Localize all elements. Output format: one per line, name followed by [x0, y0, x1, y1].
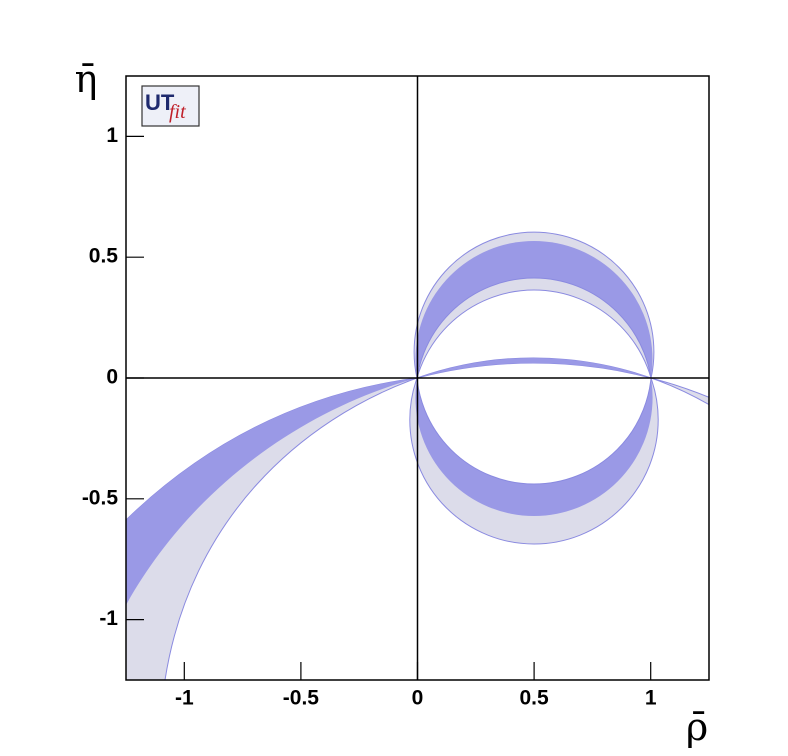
left-band-dark	[126, 378, 417, 605]
y-tick-label: -1	[99, 607, 118, 630]
logo: UT fit	[141, 85, 200, 127]
flat-band-dark	[417, 357, 651, 378]
y-tick-label: 1	[106, 124, 118, 147]
logo-sub: fit	[169, 101, 186, 123]
logo-box	[141, 85, 200, 127]
x-tick-label: 0.5	[519, 687, 549, 710]
x-tick-label: 1	[645, 687, 657, 710]
band-inner	[416, 289, 652, 378]
x-tick-label: -1	[175, 687, 194, 710]
axes: -1 -0.5 0 0.5 1 -1 -0.5 0 0.5 1	[82, 76, 709, 710]
upper-circle-band	[413, 231, 655, 378]
logo-main: UT	[145, 90, 175, 115]
x-axis-label: ρ̄	[686, 705, 708, 749]
y-tick-label: -0.5	[82, 486, 119, 509]
y-tick-label: 0	[106, 366, 118, 389]
constraint-regions	[126, 231, 709, 680]
y-tick-label: 0.5	[89, 245, 119, 268]
band-inner	[416, 378, 652, 485]
lower-circle-band	[409, 378, 659, 545]
y-axis-label: η̄	[75, 57, 98, 101]
x-tick-label: -0.5	[283, 687, 320, 710]
x-tick-label: 0	[412, 687, 424, 710]
